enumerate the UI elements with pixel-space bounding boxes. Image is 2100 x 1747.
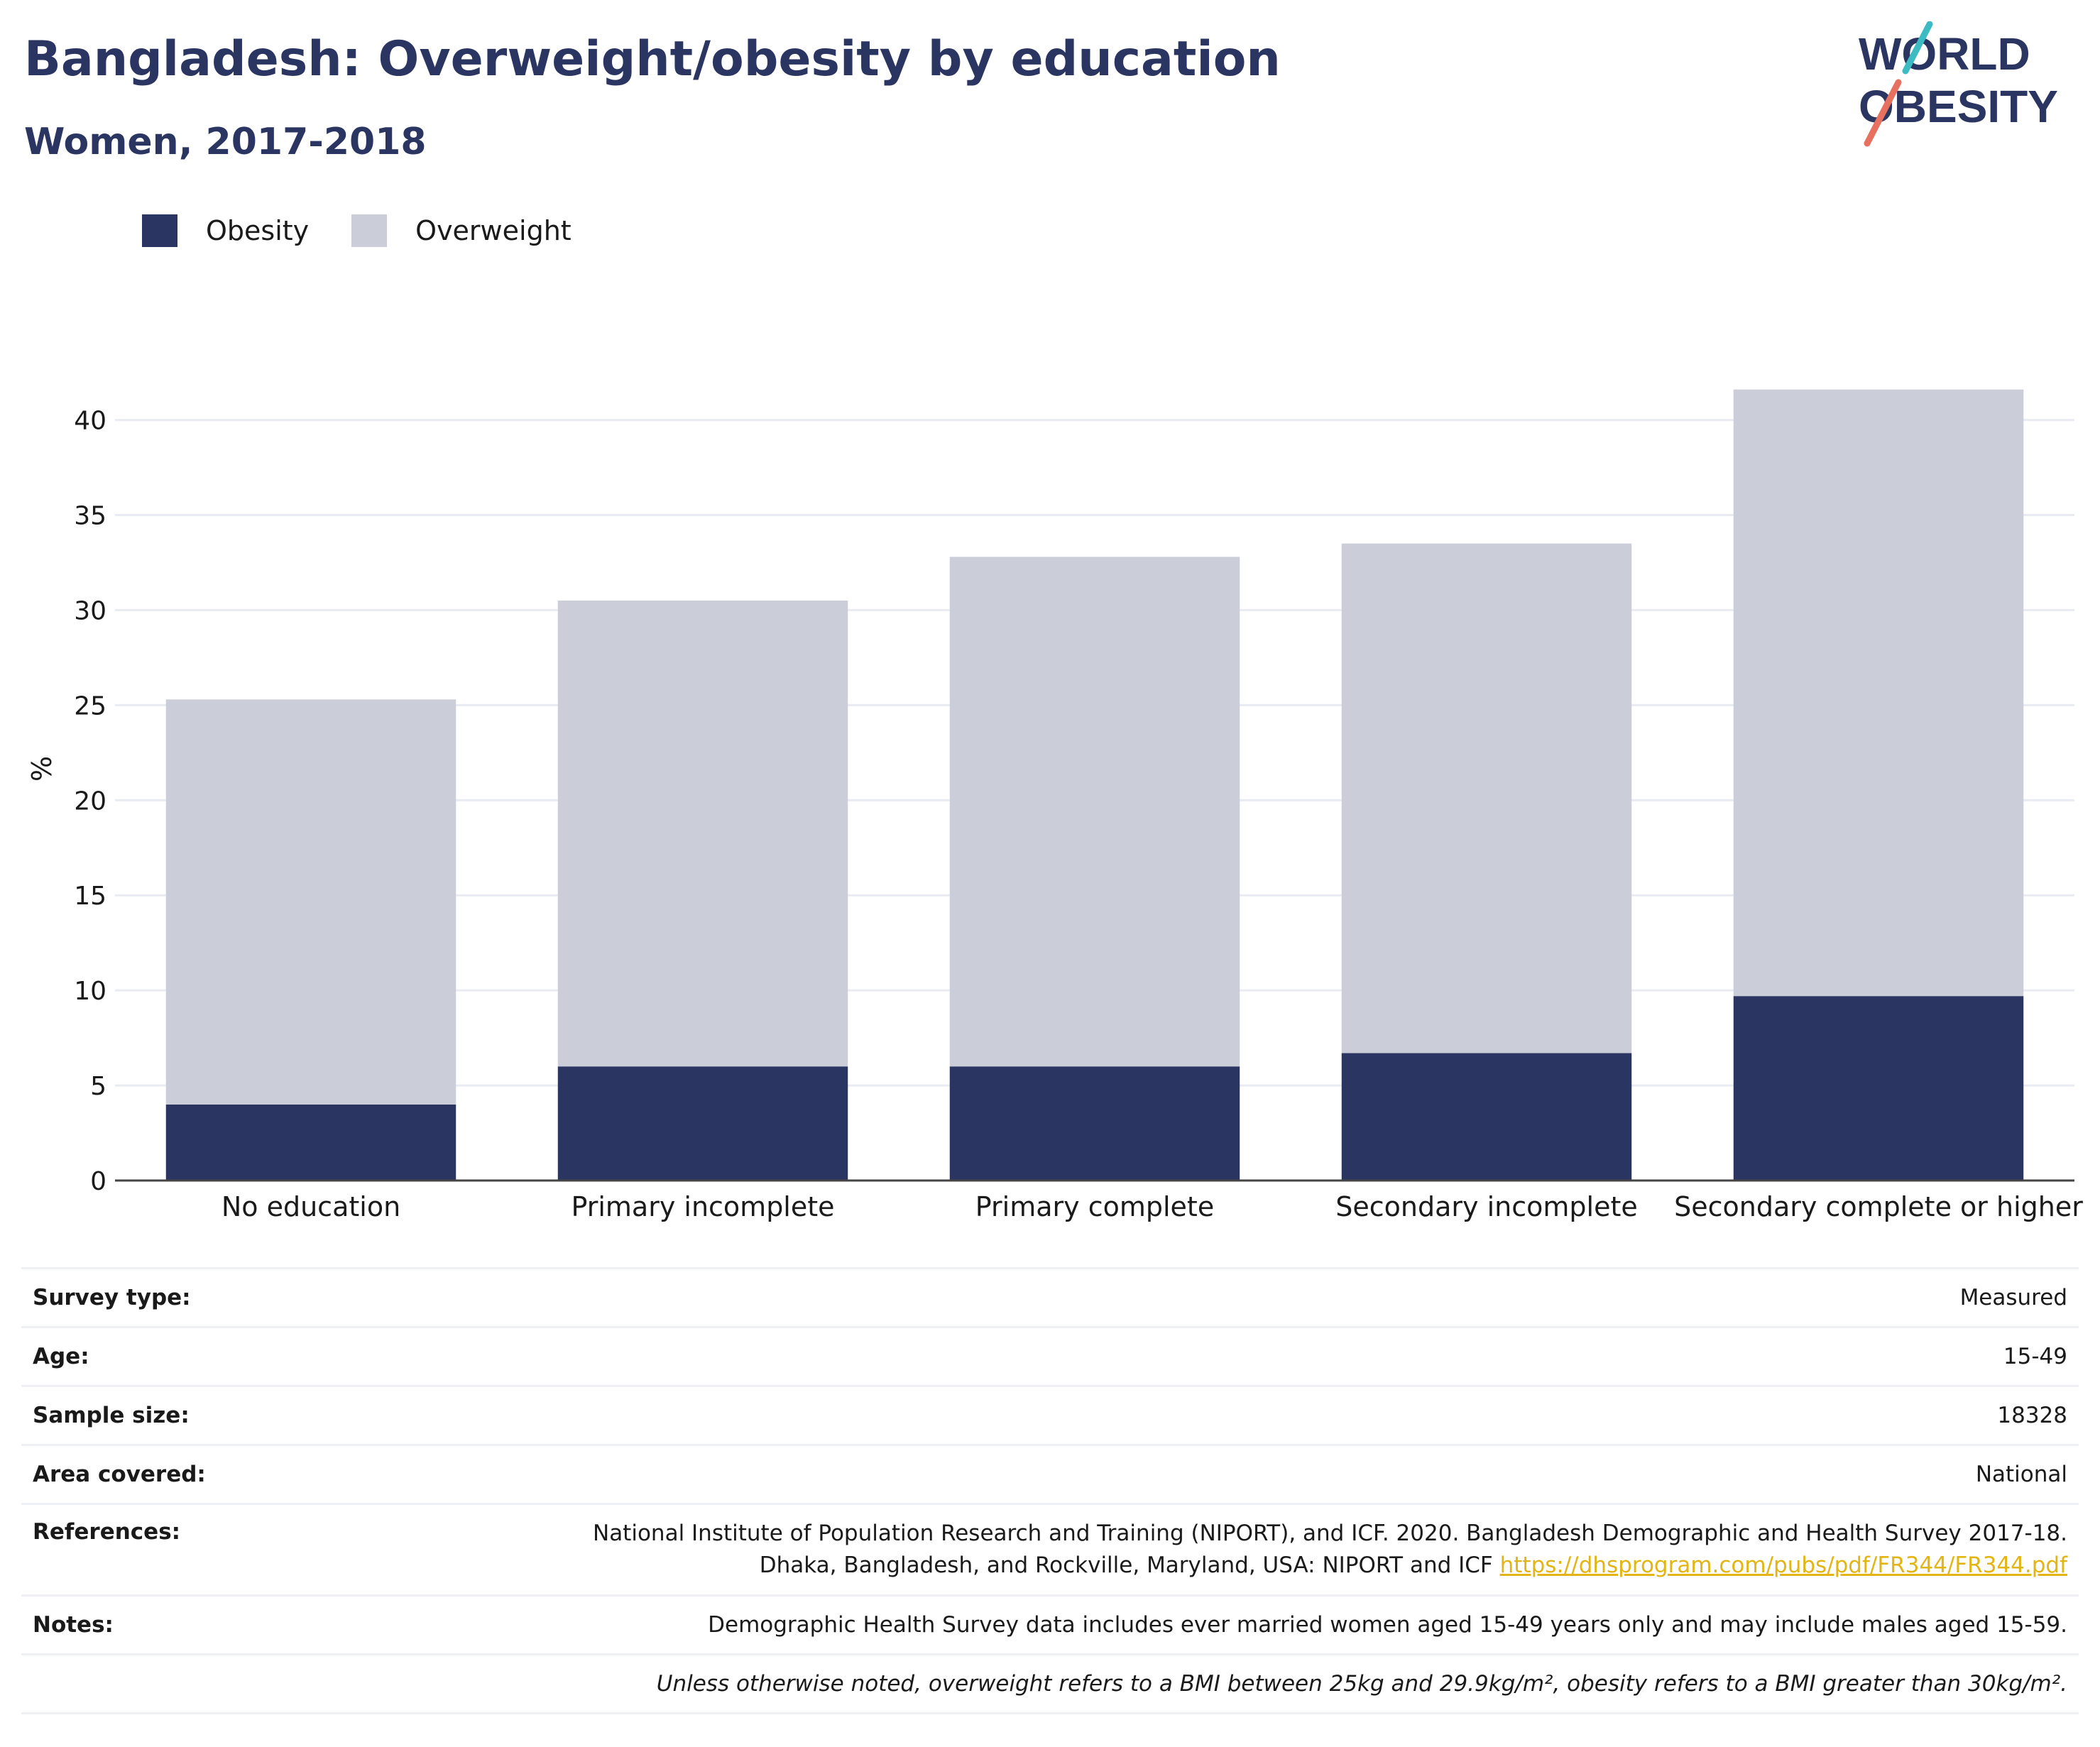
page-subtitle: Women, 2017-2018 xyxy=(24,121,427,163)
y-tick-label: 25 xyxy=(74,691,106,721)
info-row-footnote: Unless otherwise noted, overweight refer… xyxy=(21,1653,2079,1714)
x-tick-label: Primary incomplete xyxy=(571,1191,834,1222)
bar-overweight-2[interactable] xyxy=(557,601,848,1067)
bar-obesity-2[interactable] xyxy=(557,1066,848,1181)
svg-text:WORLD: WORLD xyxy=(1859,28,2030,80)
y-tick-label: 20 xyxy=(74,787,106,816)
info-label: Notes: xyxy=(33,1612,114,1638)
stacked-bar-chart: 0 5 10 15 20 25 30 35 40 No education Primary inco… xyxy=(26,389,2083,1222)
info-row-age: Age: 15-49 xyxy=(21,1326,2079,1385)
y-tick-label: 35 xyxy=(74,502,106,531)
reference-line-2: Dhaka, Bangladesh, and Rockville, Maryla… xyxy=(593,1550,2067,1582)
world-obesity-logo: WORLD OBESITY xyxy=(1859,21,2058,147)
x-tick-label: No education xyxy=(222,1191,400,1222)
info-row-sample-size: Sample size: 18328 xyxy=(21,1385,2079,1444)
y-tick-label: 15 xyxy=(74,882,106,911)
bar-overweight-4[interactable] xyxy=(1341,543,1632,1053)
bar-obesity-3[interactable] xyxy=(949,1066,1240,1181)
references-text: National Institute of Population Researc… xyxy=(593,1518,2067,1582)
x-tick-label: Secondary incomplete xyxy=(1335,1191,1637,1222)
bar-overweight-3[interactable] xyxy=(949,557,1240,1067)
info-label: Age: xyxy=(33,1344,89,1369)
info-row-notes: Notes: Demographic Health Survey data in… xyxy=(21,1594,2079,1653)
page-title: Bangladesh: Overweight/obesity by educat… xyxy=(24,31,1281,87)
legend-swatch-overweight xyxy=(351,214,388,247)
info-label: Area covered: xyxy=(33,1462,206,1487)
chart-legend: Obesity Overweight xyxy=(142,213,614,248)
info-label: Sample size: xyxy=(33,1403,190,1428)
info-value: National xyxy=(1975,1461,2067,1487)
y-tick-label: 30 xyxy=(74,596,106,625)
reference-line-2-text: Dhaka, Bangladesh, and Rockville, Maryla… xyxy=(759,1552,1493,1578)
bar-obesity-5[interactable] xyxy=(1733,996,2024,1181)
info-value: 15-49 xyxy=(2003,1343,2067,1369)
legend-item-obesity[interactable]: Obesity xyxy=(142,214,309,247)
y-tick-label: 40 xyxy=(74,407,106,436)
info-row-area: Area covered: National xyxy=(21,1444,2079,1503)
legend-item-overweight[interactable]: Overweight xyxy=(351,214,572,247)
x-tick-label: Primary complete xyxy=(975,1191,1214,1222)
bar-layer xyxy=(165,389,2024,1181)
info-row-survey-type: Survey type: Measured xyxy=(21,1267,2079,1326)
info-label: References: xyxy=(33,1519,181,1545)
tick-layer: 0 5 10 15 20 25 30 35 40 No education Primary inco… xyxy=(74,407,2083,1222)
reference-line-1: National Institute of Population Researc… xyxy=(593,1521,2067,1546)
y-axis-label: % xyxy=(26,756,58,782)
x-tick-label: Secondary complete or higher xyxy=(1674,1191,2083,1222)
reference-link[interactable]: https://dhsprogram.com/pubs/pdf/FR344/FR… xyxy=(1499,1552,2067,1578)
y-tick-label: 0 xyxy=(90,1167,106,1196)
bar-overweight-1[interactable] xyxy=(165,699,456,1105)
bar-obesity-4[interactable] xyxy=(1341,1053,1632,1181)
bar-obesity-1[interactable] xyxy=(165,1104,456,1181)
y-tick-label: 10 xyxy=(74,977,106,1006)
bmi-footnote: Unless otherwise noted, overweight refer… xyxy=(656,1670,2067,1697)
info-label: Survey type: xyxy=(33,1285,191,1310)
bar-overweight-5[interactable] xyxy=(1733,389,2024,997)
legend-label-overweight: Overweight xyxy=(415,215,572,246)
survey-info-table: Survey type: Measured Age: 15-49 Sample … xyxy=(21,1267,2079,1714)
y-tick-label: 5 xyxy=(90,1072,106,1101)
info-value: Measured xyxy=(1959,1284,2067,1310)
legend-swatch-obesity xyxy=(142,214,177,247)
legend-label-obesity: Obesity xyxy=(206,215,310,246)
info-value: 18328 xyxy=(1997,1402,2067,1428)
info-value: Demographic Health Survey data includes … xyxy=(708,1611,2067,1638)
info-row-references: References: National Institute of Popula… xyxy=(21,1503,2079,1594)
